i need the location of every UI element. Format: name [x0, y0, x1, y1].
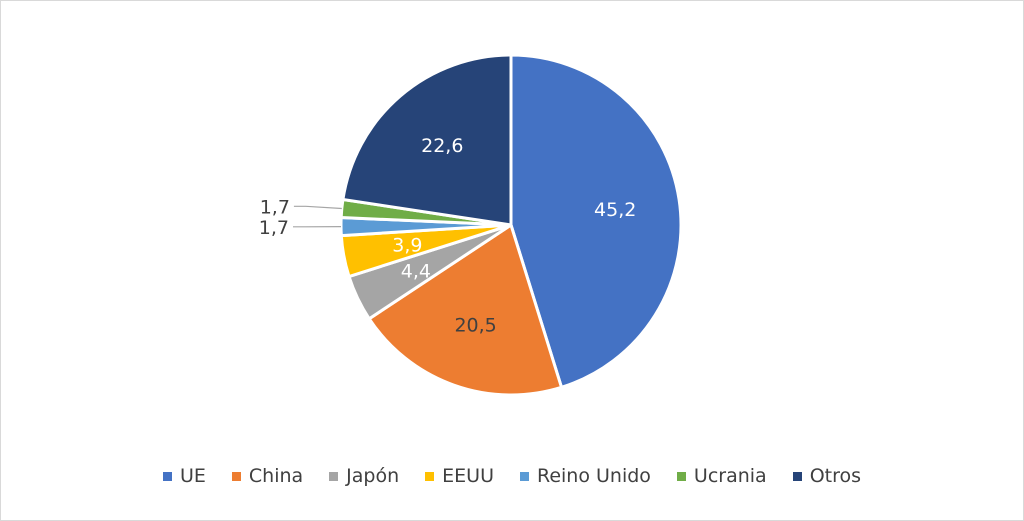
legend-item-reino-unido: Reino Unido — [519, 465, 651, 487]
legend-swatch — [329, 471, 339, 481]
legend-label: EEUU — [442, 465, 494, 487]
pie-chart: 45,2 20,5 4,4 3,9 1,71,7 22,6 — [259, 53, 683, 397]
data-label-otros: 22,6 — [421, 135, 463, 157]
legend-label: Otros — [809, 465, 862, 487]
legend-swatch — [425, 471, 435, 481]
legend-label: Ucrania — [693, 465, 767, 487]
legend-label: China — [248, 465, 304, 487]
legend: UE China Japón EEUU Reino Unido Ucrania Otros — [1, 465, 1023, 487]
data-label-ucrania: 1,7 — [260, 196, 290, 218]
data-label-japon: 4,4 — [401, 260, 431, 282]
legend-label: Reino Unido — [536, 465, 651, 487]
legend-item-ucrania: Ucrania — [676, 465, 767, 487]
legend-item-otros: Otros — [792, 465, 862, 487]
data-label-ue: 45,2 — [594, 199, 636, 221]
pie-slice-otros — [341, 53, 513, 227]
legend-swatch — [792, 471, 802, 481]
leader-line-ucrania — [293, 205, 342, 210]
legend-item-eeuu: EEUU — [425, 465, 494, 487]
legend-label: UE — [179, 465, 206, 487]
legend-item-china: China — [231, 465, 304, 487]
data-label-china: 20,5 — [454, 314, 496, 336]
legend-label: Japón — [346, 465, 400, 487]
legend-swatch — [162, 471, 172, 481]
pie-slice-china — [367, 222, 564, 397]
legend-item-ue: UE — [162, 465, 206, 487]
legend-item-japon: Japón — [329, 465, 399, 487]
legend-swatch — [676, 471, 686, 481]
legend-swatch — [519, 471, 529, 481]
pie-slice-ue — [509, 53, 683, 390]
legend-swatch — [231, 471, 241, 481]
data-label-eeuu: 3,9 — [392, 234, 422, 256]
data-label-reino-unido: 1,7 — [259, 217, 289, 239]
